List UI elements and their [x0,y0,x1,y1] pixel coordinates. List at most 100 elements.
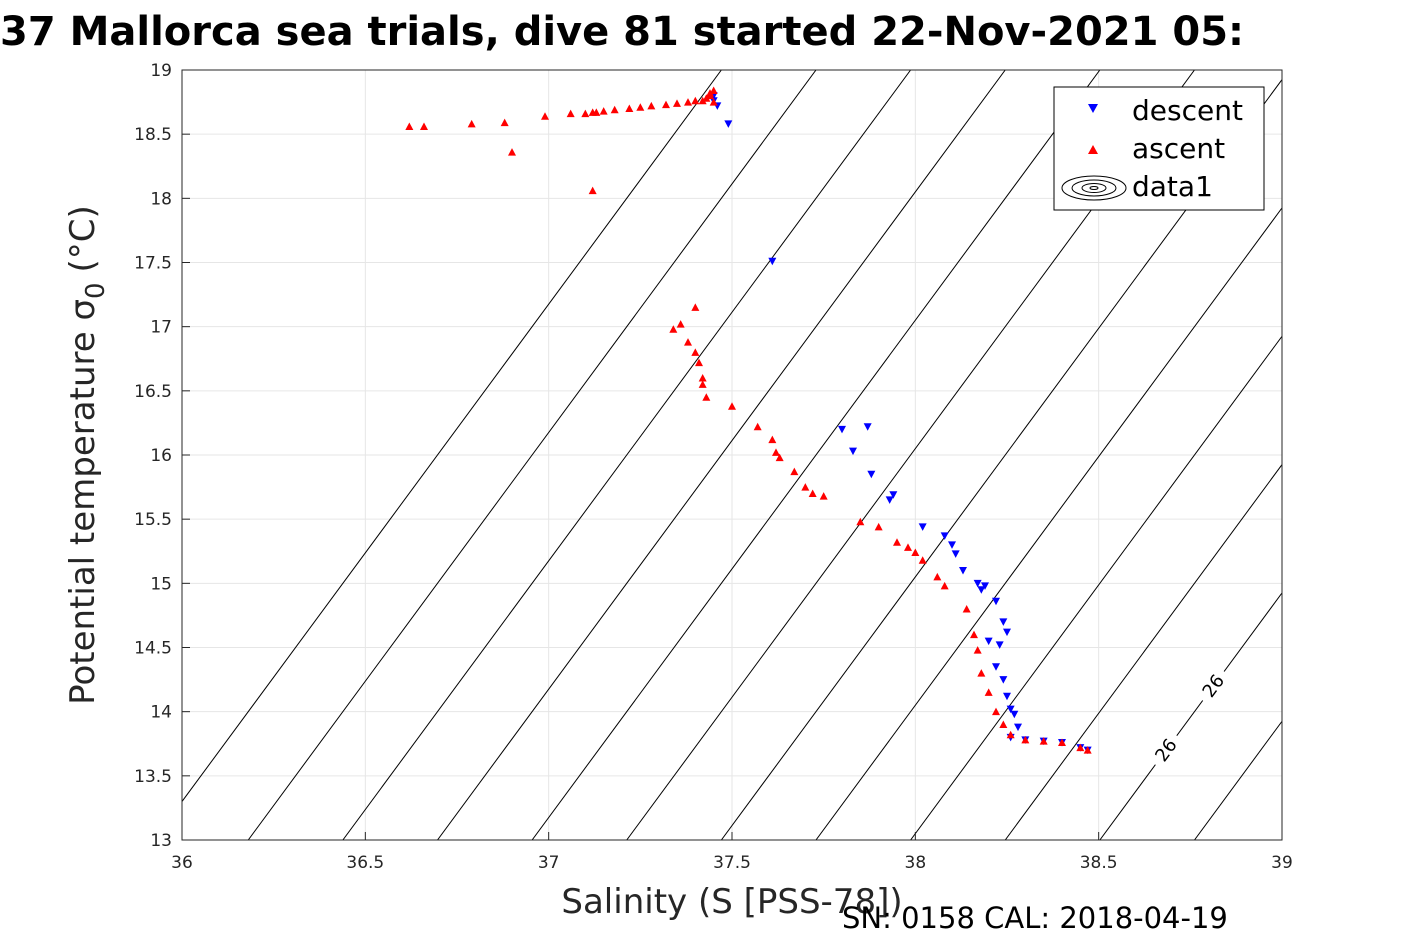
ascent-point [970,630,978,639]
descent-point [999,676,1008,684]
ascent-point [669,325,678,333]
ascent-point [753,422,762,431]
y-tick-label: 18 [150,189,172,209]
ascent-point [467,119,476,128]
ascent-point [933,572,942,581]
ascent-point [673,99,681,107]
ascent-point [588,186,597,195]
descent-point [838,425,846,434]
data-points [405,86,1092,755]
y-tick-label: 15.5 [134,510,172,530]
descent-point [940,532,949,540]
legend-data1-label: data1 [1132,170,1213,203]
ascent-point [702,393,711,401]
ascent-point [706,89,714,97]
ascent-point [977,669,986,677]
descent-point [863,423,872,431]
isopycnal-line [1099,592,1282,840]
y-tick-label: 16 [150,446,172,466]
x-ticks: 36 36.5 37 37.5 38 38.5 39 [171,832,1293,873]
ascent-point [801,483,810,491]
descent-point [977,586,986,594]
y-tick-label: 13 [150,831,172,851]
ascent-point [405,122,414,130]
ascent-point [984,688,993,696]
y-tick-label: 14.5 [134,639,172,659]
ascent-point [973,646,982,654]
x-tick-label: 38 [905,853,927,873]
y-ticks: 13 13.5 14 14.5 15 15.5 16 16.5 17 17.5 18 18.5 19 [134,61,190,851]
ascent-point [775,453,784,462]
ascent-point [962,605,971,613]
ascent-point [541,112,549,120]
ascent-point [625,104,634,112]
ascent-point [992,707,1000,716]
ascent-point [508,148,516,156]
ascent-point [698,96,707,105]
y-axis-label-unit: (°C) [63,205,103,272]
ascent-point [709,86,718,95]
descent-point [981,582,989,590]
ascent-point [500,118,509,127]
chart-title: 37 Mallorca sea trials, dive 81 started … [0,9,1244,55]
serial-calibration-footer: SN: 0158 CAL: 2018-04-19 [842,901,1228,935]
y-axis-label-sub: 0 [81,282,111,299]
descent-point [1003,628,1011,637]
ascent-point [1058,738,1066,746]
legend-ascent-marker [1088,145,1098,154]
legend-descent-marker [1088,104,1098,113]
descent-point [959,567,967,575]
legend-ascent-label: ascent [1132,132,1225,165]
ascent-point [647,101,656,110]
x-tick-label: 39 [1271,853,1293,873]
ascent-point [662,100,670,109]
ascent-point [790,467,799,476]
isopycnal-line [910,335,1282,840]
legend-box [1053,86,1265,211]
y-tick-label: 18.5 [134,125,172,145]
ascent-point [420,122,428,130]
isopycnal-line [1004,463,1282,840]
descent-point [948,541,956,549]
ascent-point [893,538,901,546]
descent-point [918,523,927,531]
density-contours [182,70,1282,840]
descent-point [889,491,898,499]
ascent-point [940,581,949,590]
descent-point [1003,692,1011,701]
ascent-point [768,435,777,444]
descent-point [992,663,1000,671]
isopycnal-line [531,70,1101,840]
isopycnal-line [815,207,1282,840]
x-tick-label: 38.5 [1080,853,1118,873]
ascent-point [819,492,828,500]
ascent-point [691,348,700,356]
descent-point [951,550,960,558]
descent-point [984,637,993,646]
ascent-point [691,303,700,311]
isopycnal-line [182,70,722,803]
ascent-point [1006,730,1015,739]
x-tick-label: 36 [171,853,193,873]
legend-contour-icon [1061,175,1127,201]
ascent-point [999,720,1008,728]
descent-point [724,120,733,128]
y-tick-label: 16.5 [134,382,172,402]
ascent-point [676,320,685,328]
legend-descent-label: descent [1132,94,1243,127]
y-tick-label: 17.5 [134,254,172,274]
descent-point [867,470,876,479]
svg-text:Potential temperature σ0(°C): Potential temperature σ0 (°C) [63,205,111,705]
ascent-point [702,94,711,102]
ascent-point [684,98,692,106]
ascent-point [911,548,920,557]
legend: descent ascent data1 [1053,86,1265,211]
isopycnal-line [342,70,912,840]
ascent-point [918,556,927,564]
y-tick-label: 19 [150,61,172,81]
y-axis-label: Potential temperature σ0 (°C) [63,205,111,705]
ascent-point [698,374,707,382]
descent-point [849,447,857,456]
ascent-point [1083,746,1092,754]
